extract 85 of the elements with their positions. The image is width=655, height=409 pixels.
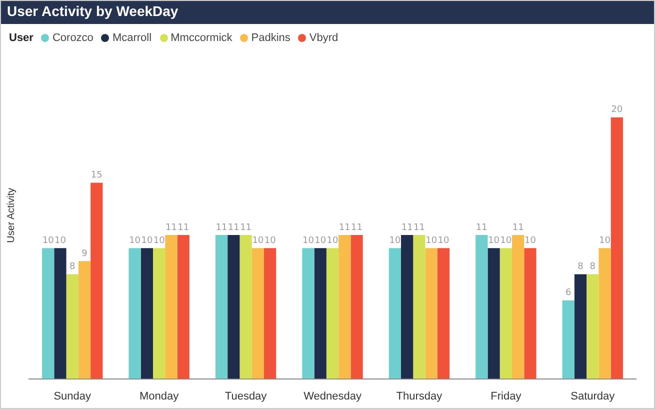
bar — [302, 248, 314, 379]
bar — [512, 235, 524, 379]
bar — [240, 235, 252, 379]
x-tick-label: Tuesday — [224, 390, 268, 402]
bar — [425, 248, 438, 379]
bar — [66, 274, 78, 379]
chart-title: User Activity by WeekDay — [1, 1, 654, 24]
data-label: 10 — [42, 236, 54, 246]
data-label: 11 — [216, 222, 228, 233]
bar — [140, 248, 153, 379]
bar — [252, 248, 264, 379]
bar — [401, 235, 414, 379]
data-label: 11 — [413, 222, 425, 233]
data-label: 10 — [153, 236, 166, 246]
data-label: 10 — [252, 236, 264, 246]
legend-label: Mcarroll — [111, 32, 152, 44]
data-label: 8 — [69, 262, 76, 272]
data-label: 10 — [389, 236, 401, 246]
data-label: 10 — [54, 236, 66, 246]
bar — [90, 182, 103, 379]
data-label: 10 — [488, 236, 500, 246]
bar — [413, 235, 426, 379]
data-label: 11 — [476, 222, 488, 233]
data-label: 10 — [264, 236, 276, 246]
bar — [524, 248, 536, 379]
data-label: 15 — [90, 170, 102, 181]
legend-label: Corozco — [51, 32, 94, 44]
data-label: 10 — [141, 236, 153, 246]
bar — [78, 261, 91, 379]
bar — [54, 248, 66, 379]
x-tick-label: Thursday — [396, 390, 443, 402]
legend-label: Vbyrd — [308, 32, 338, 44]
data-label: 11 — [512, 222, 524, 233]
data-label: 10 — [314, 236, 326, 246]
bar — [153, 248, 166, 379]
data-label: 10 — [599, 236, 611, 246]
legend-label: Padkins — [250, 32, 290, 44]
bar — [264, 248, 276, 379]
data-label: 10 — [524, 236, 536, 246]
data-label: 10 — [426, 236, 438, 246]
x-tick-label: Friday — [490, 390, 522, 402]
data-label: 8 — [590, 262, 596, 272]
bar — [314, 248, 326, 379]
bar — [488, 248, 500, 379]
bar — [42, 248, 54, 379]
data-label: 10 — [302, 236, 314, 246]
data-label: 11 — [228, 222, 240, 233]
data-label: 9 — [82, 248, 88, 259]
bar — [215, 235, 228, 379]
bar — [165, 235, 178, 379]
bar — [598, 248, 611, 379]
data-label: 10 — [326, 236, 338, 246]
x-tick-label: Wednesday — [304, 390, 362, 402]
data-label: 11 — [240, 222, 252, 233]
data-label: 8 — [578, 262, 584, 272]
data-label: 10 — [129, 236, 141, 246]
y-axis-title: User Activity — [6, 188, 17, 243]
bar — [350, 235, 363, 379]
x-tick-label: Monday — [140, 390, 180, 402]
data-label: 11 — [338, 222, 350, 233]
data-label: 6 — [565, 288, 572, 298]
legend-label: Mmccormick — [170, 32, 232, 44]
bar — [388, 248, 402, 379]
data-label: 20 — [611, 105, 623, 116]
x-tick-label: Saturday — [570, 390, 616, 402]
bar — [500, 248, 512, 379]
bar — [574, 274, 587, 379]
legend-title: User — [9, 32, 34, 44]
data-label: 11 — [178, 222, 190, 233]
data-label: 11 — [165, 222, 177, 233]
bar — [326, 248, 339, 379]
bar — [476, 235, 488, 379]
bar — [177, 235, 190, 379]
bar — [562, 300, 574, 379]
bar — [128, 248, 141, 379]
bar — [437, 248, 450, 379]
bar — [338, 235, 351, 379]
bar — [610, 117, 623, 379]
data-label: 11 — [401, 222, 413, 233]
x-tick-label: Sunday — [54, 390, 92, 402]
bar — [586, 274, 599, 379]
data-label: 10 — [500, 236, 512, 246]
data-label: 10 — [438, 236, 450, 246]
bar — [228, 235, 240, 379]
data-label: 11 — [351, 222, 363, 233]
